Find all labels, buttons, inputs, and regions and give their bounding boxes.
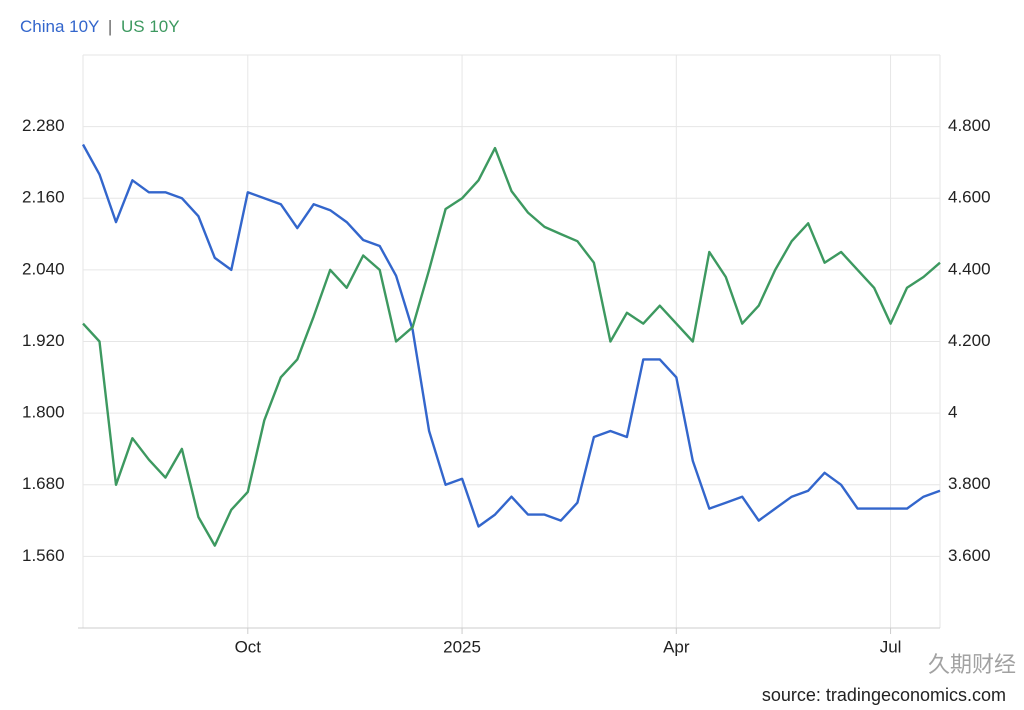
series-line (81, 143, 941, 528)
source: source: tradingeconomics.com (762, 685, 1006, 705)
y2-tick-label: 4.600 (948, 188, 991, 207)
y2-tick-label: 3.600 (948, 546, 991, 565)
y2-tick-label: 4 (948, 403, 957, 422)
watermark: 久期财经 (928, 652, 1016, 677)
x-tick-label: Oct (235, 637, 262, 656)
x-tick-label: 2025 (443, 637, 481, 656)
series-line (82, 146, 941, 547)
y2-tick-label: 4.800 (948, 116, 991, 135)
y-tick-label: 1.680 (22, 474, 65, 493)
y-tick-label: 1.800 (22, 403, 65, 422)
legend-entry: US 10Y (121, 17, 180, 36)
y-tick-label: 1.560 (22, 546, 65, 565)
x-tick-label: Jul (880, 637, 902, 656)
y-tick-label: 2.040 (22, 259, 65, 278)
y2-tick-label: 4.200 (948, 331, 991, 350)
y2-tick-label: 4.400 (948, 259, 991, 278)
x-tick-label: Apr (663, 637, 690, 656)
y2-tick-label: 3.800 (948, 474, 991, 493)
y-tick-label: 1.920 (22, 331, 65, 350)
legend-entry: China 10Y (20, 17, 99, 36)
y-tick-label: 2.160 (22, 188, 65, 207)
y-tick-label: 2.280 (22, 116, 65, 135)
legend-separator: | (108, 17, 112, 36)
legend: China 10Y | US 10Y (20, 17, 180, 36)
